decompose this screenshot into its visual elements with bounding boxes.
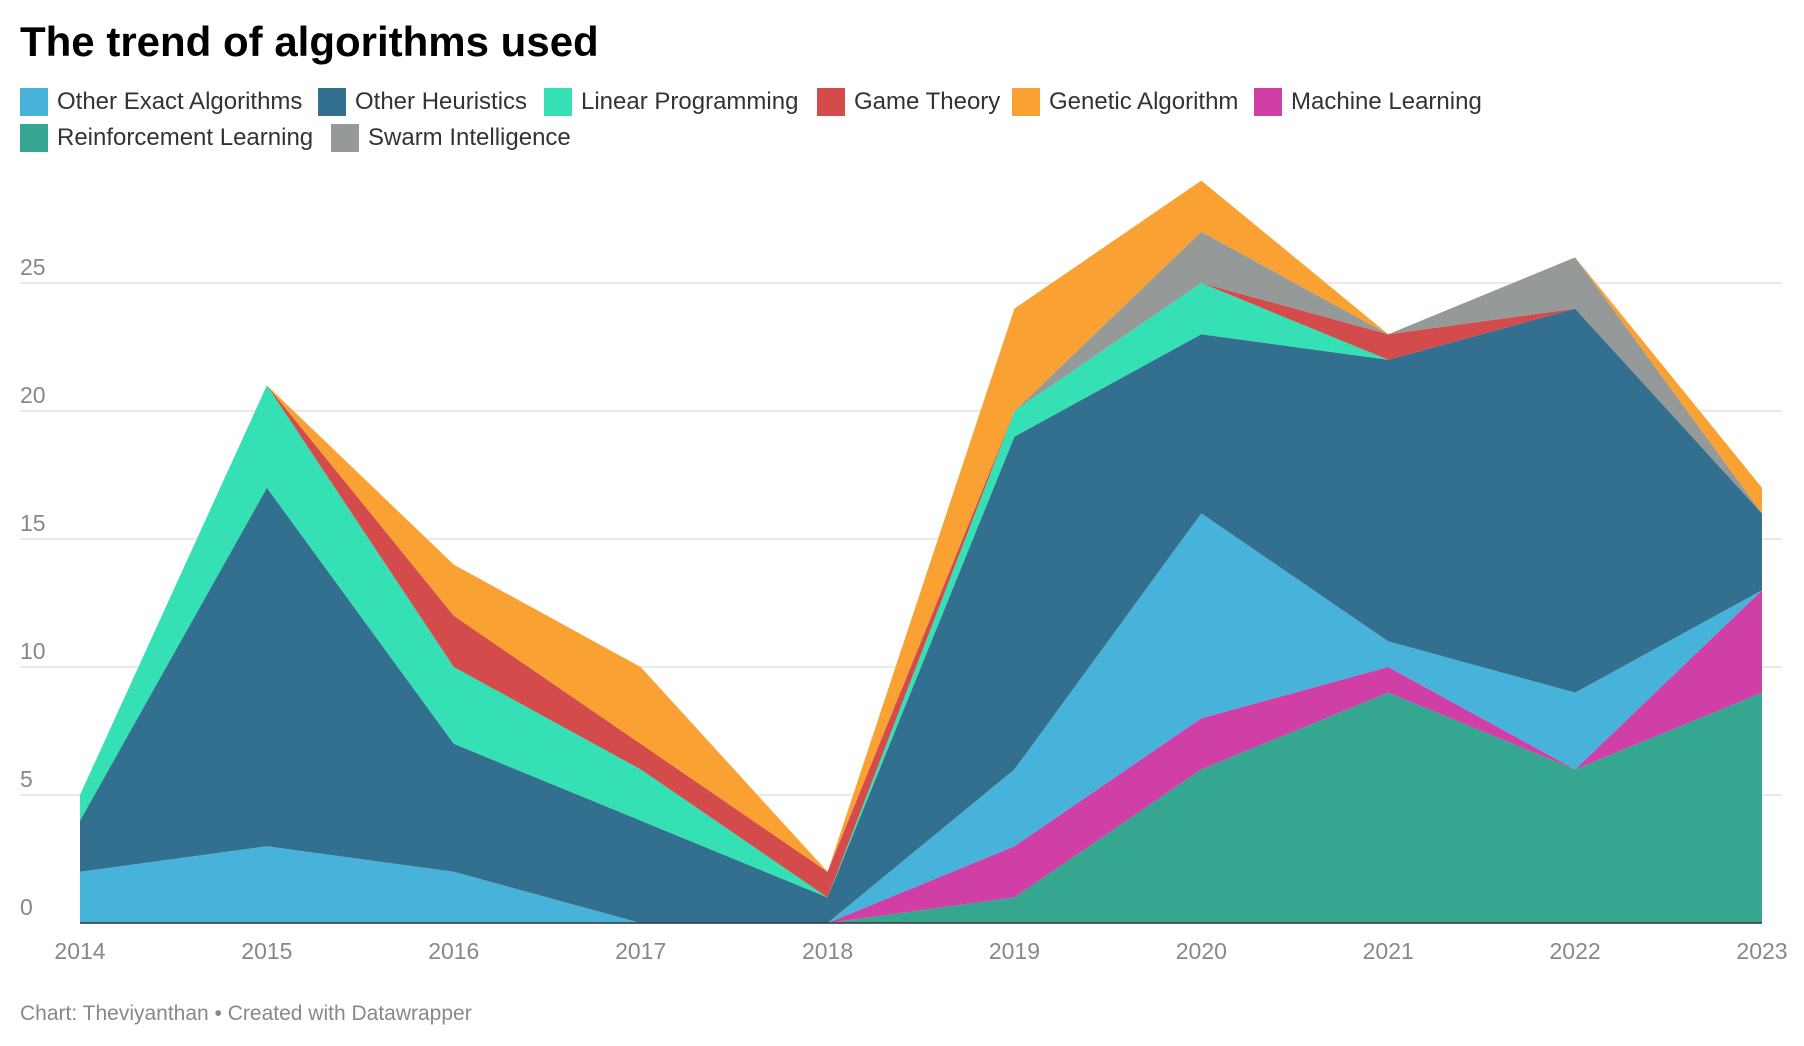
legend-item-other-heuristics: Other Heuristics	[318, 88, 527, 116]
area-other-exact-algorithms	[80, 513, 1762, 923]
legend-label: Other Heuristics	[355, 88, 528, 115]
y-tick-label: 5	[20, 766, 33, 792]
legend-label: Game Theory	[854, 88, 1001, 115]
x-tick-label: 2019	[989, 938, 1040, 964]
legend-swatch	[817, 88, 845, 116]
chart-credit: Chart: Theviyanthan • Created with Dataw…	[20, 1002, 472, 1025]
legend-item-machine-learning: Machine Learning	[1254, 88, 1482, 116]
legend-swatch	[20, 124, 48, 152]
x-tick-label: 2016	[428, 938, 479, 964]
area-swarm-intelligence	[80, 231, 1762, 872]
area-other-heuristics	[80, 308, 1762, 924]
legend-label: Reinforcement Learning	[57, 124, 314, 151]
x-tick-label: 2017	[615, 938, 666, 964]
legend-swatch	[1012, 88, 1040, 116]
legend-label: Machine Learning	[1291, 88, 1482, 115]
legend-swatch	[318, 88, 346, 116]
legend-label: Genetic Algorithm	[1049, 88, 1239, 115]
chart-title: The trend of algorithms used	[20, 18, 599, 65]
legend-swatch	[20, 88, 48, 116]
stacked-area-chart: 0 5 10 15 20 25 2014 2015 2016 2017 2018 2019 2020 20…	[20, 180, 1788, 964]
legend-label: Linear Programming	[581, 88, 799, 115]
legend-item-reinforcement-learning: Reinforcement Learning	[20, 124, 313, 152]
legend-item-linear-programming: Linear Programming	[544, 88, 798, 116]
legend-swatch	[544, 88, 572, 116]
legend-item-swarm-intelligence: Swarm Intelligence	[331, 124, 571, 152]
legend-item-other-exact-algorithms: Other Exact Algorithms	[20, 88, 302, 116]
area-reinforcement-learning	[80, 692, 1762, 923]
y-tick-label: 15	[20, 510, 46, 536]
legend-swatch	[1254, 88, 1282, 116]
area-game-theory	[80, 283, 1762, 898]
y-tick-label: 0	[20, 894, 33, 920]
y-tick-label: 25	[20, 254, 46, 280]
x-tick-label: 2021	[1363, 938, 1414, 964]
legend-label: Swarm Intelligence	[368, 124, 571, 151]
x-tick-label: 2014	[54, 938, 105, 964]
legend-item-genetic-algorithm: Genetic Algorithm	[1012, 88, 1238, 116]
legend-swatch	[331, 124, 359, 152]
y-tick-label: 10	[20, 638, 46, 664]
legend-item-game-theory: Game Theory	[817, 88, 1000, 116]
legend-label: Other Exact Algorithms	[57, 88, 303, 115]
x-tick-label: 2020	[1176, 938, 1227, 964]
x-tick-label: 2023	[1736, 938, 1787, 964]
x-tick-label: 2015	[241, 938, 292, 964]
area-linear-programming	[80, 283, 1762, 898]
y-tick-label: 20	[20, 382, 46, 408]
x-tick-label: 2018	[802, 938, 853, 964]
x-tick-label: 2022	[1550, 938, 1601, 964]
